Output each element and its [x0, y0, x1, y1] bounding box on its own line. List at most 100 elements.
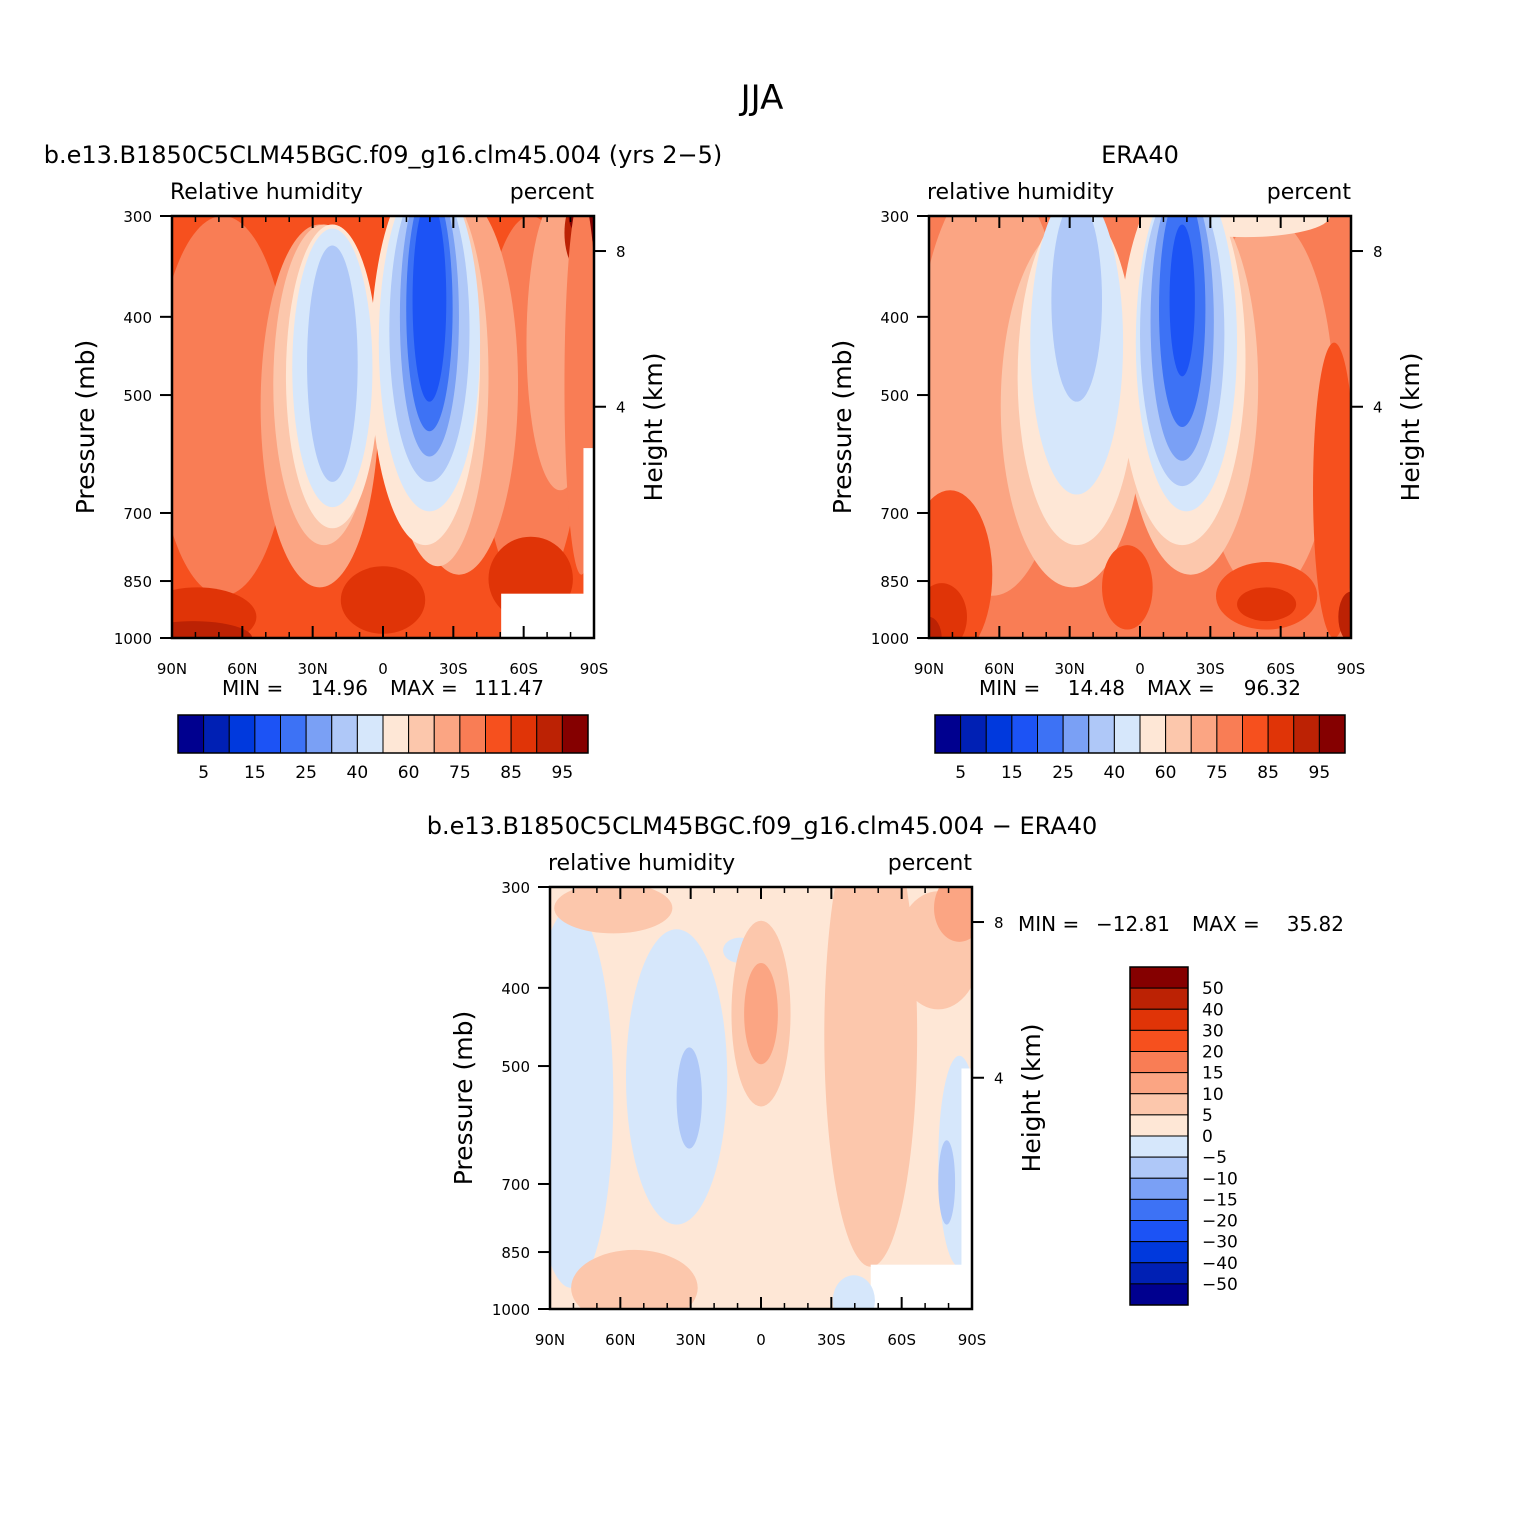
colorbar-box: [1129, 1093, 1189, 1116]
contour-fill: [824, 887, 918, 1267]
difference-panel: b.e13.B1850C5CLM45BGC.f09_g16.clm45.004 …: [427, 812, 1344, 1349]
x-tick-label: 90S: [580, 660, 609, 678]
contour-fill: [172, 621, 253, 638]
colorbar-box: [254, 714, 281, 754]
y-tick-label: 850: [501, 1244, 530, 1262]
x-tick-label: 90S: [958, 1331, 987, 1349]
model-panel: b.e13.B1850C5CLM45BGC.f09_g16.clm45.004 …: [44, 141, 723, 783]
y-tick-label: 700: [501, 1176, 530, 1194]
colorbar-box: [1139, 714, 1167, 754]
colorbar-box: [1165, 714, 1192, 754]
colorbar-box: [960, 714, 987, 754]
x-tick-label: 60N: [227, 660, 257, 678]
x-tick-label: 90N: [157, 660, 187, 678]
y2-tick-label: 4: [994, 1070, 1004, 1088]
colorbar-label: 15: [244, 763, 266, 783]
colorbar-label: 30: [1202, 1021, 1224, 1041]
colorbar-label: −10: [1202, 1169, 1238, 1189]
colorbar-box: [433, 714, 461, 754]
contour-field: [550, 887, 972, 1309]
contour-fill: [307, 245, 358, 482]
colorbar-label: 15: [1202, 1064, 1224, 1084]
x-tick-label: 90S: [1337, 660, 1366, 678]
panel-title: b.e13.B1850C5CLM45BGC.f09_g16.clm45.004 …: [44, 141, 723, 169]
y-tick-label: 500: [123, 387, 152, 405]
colorbar-box: [1129, 1051, 1189, 1074]
colorbar-box: [1129, 1008, 1189, 1031]
colorbar-label: 40: [1202, 1000, 1224, 1020]
y-tick-label: 1000: [492, 1301, 530, 1319]
colorbar-box: [1190, 714, 1218, 754]
max-value: 96.32: [1244, 676, 1301, 700]
colorbar-box: [1037, 714, 1064, 754]
colorbar-box: [1129, 1262, 1189, 1285]
colorbar-box: [1129, 1156, 1189, 1179]
x-tick-label: 30N: [298, 660, 328, 678]
x-tick-label: 30N: [1055, 660, 1085, 678]
contour-fill: [1338, 591, 1351, 638]
colorbar-label: 10: [1202, 1085, 1224, 1105]
colorbar-box: [1129, 1177, 1189, 1200]
y2-tick-label: 8: [616, 243, 626, 261]
colorbar-label: −30: [1202, 1233, 1238, 1253]
colorbar-label: 60: [398, 763, 420, 783]
contour-fill: [1051, 216, 1103, 402]
contour-fill: [676, 1047, 702, 1149]
contour-fill: [929, 583, 967, 638]
y-axis-title: Pressure (mb): [828, 340, 857, 514]
colorbar-box: [331, 714, 358, 754]
contour-fill: [571, 1249, 698, 1309]
contour-field: [929, 216, 1351, 638]
colorbar-box: [1129, 1283, 1189, 1306]
colorbar-box: [280, 714, 307, 754]
contour-fill: [583, 448, 594, 638]
x-tick-label: 30S: [817, 1331, 846, 1349]
colorbar-label: 20: [1202, 1043, 1224, 1063]
max-label: MAX =: [1192, 912, 1260, 936]
colorbar-box: [1242, 714, 1269, 754]
contour-fill: [550, 908, 614, 1288]
y2-axis-title: Height (km): [1017, 1024, 1046, 1173]
colorbar-box: [228, 714, 256, 754]
colorbar-box: [1113, 714, 1141, 754]
min-label: MIN =: [222, 676, 283, 700]
colorbar-box: [305, 714, 333, 754]
y-tick-label: 1000: [871, 630, 909, 648]
x-tick-label: 0: [378, 660, 388, 678]
contour-field: [172, 216, 594, 638]
colorbar-box: [485, 714, 512, 754]
max-label: MAX =: [390, 676, 458, 700]
contour-fill: [832, 1275, 875, 1309]
contour-fill: [934, 887, 972, 942]
x-tick-label: 0: [1135, 660, 1145, 678]
colorbar-label: 95: [1309, 763, 1331, 783]
colorbar-box: [1129, 1220, 1189, 1243]
colorbar-label: 40: [347, 763, 369, 783]
colorbar-box: [1129, 1198, 1189, 1221]
contour-fill: [501, 593, 594, 638]
colorbar-label: 5: [955, 763, 966, 783]
contour-fill: [412, 216, 447, 402]
colorbar-label: 95: [552, 763, 574, 783]
y2-tick-label: 8: [1373, 243, 1383, 261]
colorbar-label: −40: [1202, 1254, 1238, 1274]
x-tick-label: 60S: [509, 660, 538, 678]
colorbar-label: −50: [1202, 1275, 1238, 1295]
x-tick-label: 60N: [605, 1331, 635, 1349]
variable-label: Relative humidity: [170, 180, 363, 205]
colorbar-label: 75: [1206, 763, 1228, 783]
max-label: MAX =: [1147, 676, 1215, 700]
x-tick-label: 60S: [1266, 660, 1295, 678]
min-value: −12.81: [1096, 912, 1170, 936]
y-tick-label: 500: [880, 387, 909, 405]
colorbar-box: [1062, 714, 1090, 754]
contour-fill: [938, 1140, 956, 1225]
x-tick-label: 60N: [984, 660, 1014, 678]
colorbar-box: [1293, 714, 1320, 754]
colorbar: 5 15 25 40 60 75 85 95: [177, 714, 589, 783]
y-axis-title: Pressure (mb): [449, 1011, 478, 1185]
colorbar-box: [1129, 1241, 1189, 1264]
colorbar-label: 25: [1052, 763, 1074, 783]
x-tick-label: 30S: [1196, 660, 1225, 678]
